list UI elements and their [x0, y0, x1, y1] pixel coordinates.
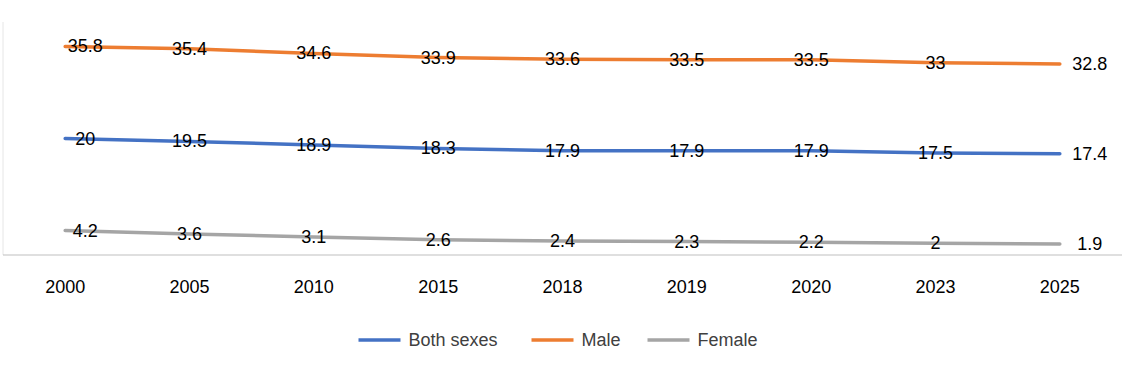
chart-container: 2000 2005 2010 2015 2018 2019 2020 2023 2025 20 19…	[0, 0, 1141, 366]
x-axis-line	[3, 255, 1122, 256]
x-tick-label: 2019	[667, 277, 707, 297]
data-label: 33.5	[669, 50, 704, 70]
x-tick-label: 2018	[542, 277, 582, 297]
data-label: 4.2	[73, 221, 98, 241]
x-tick-label: 2015	[418, 277, 458, 297]
data-label: 3.1	[301, 227, 326, 247]
legend-swatch	[532, 338, 574, 342]
legend-label: Both sexes	[409, 330, 498, 350]
legend: Both sexes Male Female	[359, 330, 758, 350]
data-label: 33.9	[421, 48, 456, 68]
x-tick-label: 2020	[791, 277, 831, 297]
data-label: 33.6	[545, 49, 580, 69]
data-labels: 20 19.5 18.9 18.3 17.9 17.9 17.9 17.5 17.4 35.8 35…	[68, 36, 1108, 253]
data-label: 17.9	[545, 141, 580, 161]
legend-label: Female	[698, 330, 758, 350]
legend-swatch	[359, 338, 401, 342]
data-label: 20	[75, 129, 95, 149]
data-label: 2.4	[550, 231, 575, 251]
data-label: 35.4	[172, 39, 207, 59]
x-tick-label: 2000	[45, 277, 85, 297]
x-tick-label: 2010	[294, 277, 334, 297]
legend-label: Male	[582, 330, 621, 350]
y-axis-line	[3, 22, 4, 255]
data-label: 17.4	[1072, 144, 1107, 164]
data-label: 34.6	[296, 43, 331, 63]
data-label: 19.5	[172, 131, 207, 151]
legend-swatch	[648, 338, 690, 342]
data-label: 17.9	[794, 141, 829, 161]
data-label: 33.5	[794, 50, 829, 70]
data-label: 2.2	[799, 232, 824, 252]
data-label: 3.6	[177, 224, 202, 244]
chart-svg: 2000 2005 2010 2015 2018 2019 2020 2023 2025 20 19…	[0, 0, 1141, 366]
data-label: 33	[925, 53, 945, 73]
data-label: 17.5	[918, 143, 953, 163]
data-label: 18.3	[421, 138, 456, 158]
data-label: 2.3	[674, 232, 699, 252]
data-label: 35.8	[68, 36, 103, 56]
x-tick-label: 2025	[1040, 277, 1080, 297]
series-lines	[65, 46, 1060, 243]
x-tick-label: 2023	[915, 277, 955, 297]
data-label: 18.9	[296, 135, 331, 155]
data-label: 2.6	[426, 230, 451, 250]
data-label: 1.9	[1077, 234, 1102, 254]
data-label: 32.8	[1072, 54, 1107, 74]
data-label: 17.9	[669, 141, 704, 161]
x-tick-label: 2005	[169, 277, 209, 297]
data-label: 2	[930, 233, 940, 253]
